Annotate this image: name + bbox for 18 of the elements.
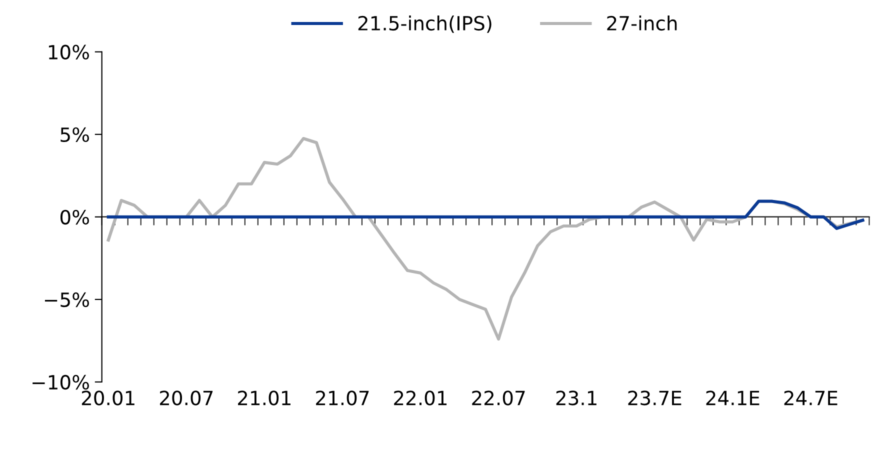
x-tick-label: 24.7E <box>784 390 838 406</box>
legend-label: 27-inch <box>607 16 677 31</box>
x-tick-label: 23.1 <box>556 390 596 406</box>
x-tick-label: 23.7E <box>628 390 682 406</box>
x-tick-label: 22.01 <box>394 390 447 406</box>
y-tick-label: −10% <box>32 374 89 390</box>
x-tick-label: 22.07 <box>472 390 525 406</box>
x-tick-label: 20.07 <box>160 390 213 406</box>
x-tick-label: 21.07 <box>316 390 369 406</box>
y-tick-label: 10% <box>48 44 89 60</box>
x-tick-label: 20.01 <box>82 390 134 406</box>
legend-label: 21.5-inch(IPS) <box>358 16 492 33</box>
y-tick-label: −5% <box>44 292 89 308</box>
y-tick-label: 0% <box>60 210 89 225</box>
line-series <box>106 200 864 230</box>
x-tick-label: 21.01 <box>238 390 290 406</box>
x-tick-label: 24.1E <box>706 390 760 406</box>
y-tick-label: 5% <box>60 127 89 142</box>
